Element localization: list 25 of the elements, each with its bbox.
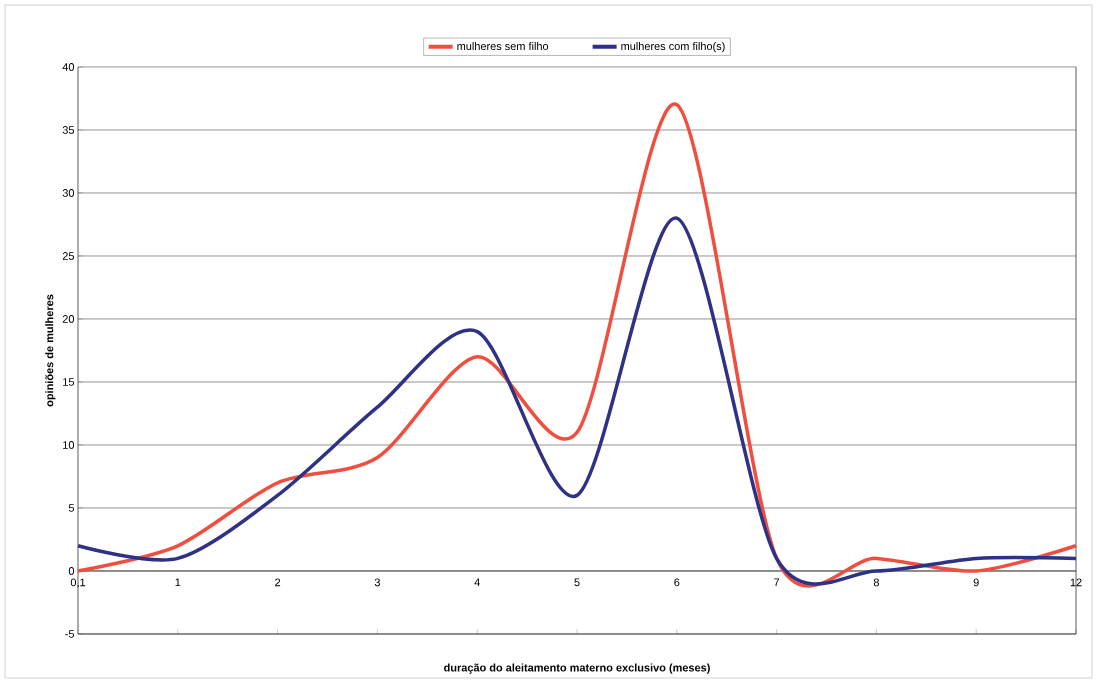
y-tick-label: 10 xyxy=(63,441,75,449)
x-tick-label: 6 xyxy=(674,578,680,587)
x-axis-title: duração do aleitamento materno exclusivo (meses) xyxy=(444,663,710,674)
legend-label: mulheres com filho(s) xyxy=(621,42,725,53)
x-tick-label: 3 xyxy=(374,578,380,587)
x-tick-label: 4 xyxy=(474,578,480,587)
x-tick-label: 12 xyxy=(1070,578,1082,587)
y-tick-label: 30 xyxy=(62,189,75,197)
y-tick-label: 40 xyxy=(62,63,75,71)
x-tick-label: 5 xyxy=(574,578,580,587)
x-tick-label: 7 xyxy=(774,578,780,587)
x-tick-label: 0,1 xyxy=(70,578,86,588)
x-tick-label: 1 xyxy=(175,578,181,587)
x-tick-label: 8 xyxy=(873,578,879,587)
x-tick-label: 2 xyxy=(275,578,281,587)
y-tick-label: 5 xyxy=(68,504,75,512)
y-tick-label: 15 xyxy=(63,378,75,386)
y-tick-label: -5 xyxy=(65,630,75,638)
y-tick-label: 20 xyxy=(62,315,75,323)
y-tick-label: 35 xyxy=(62,126,75,134)
x-tick-label: 9 xyxy=(973,578,979,587)
y-tick-label: 0 xyxy=(68,567,75,575)
y-tick-label: 25 xyxy=(62,252,75,260)
legend-label: mulheres sem filho xyxy=(457,42,549,51)
y-axis-title: opiniões de mulheres xyxy=(45,294,56,407)
